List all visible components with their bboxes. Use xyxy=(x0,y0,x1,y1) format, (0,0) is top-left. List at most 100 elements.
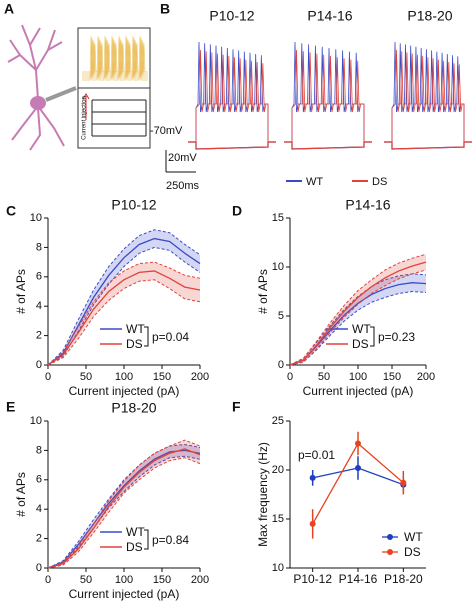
error-edge xyxy=(47,261,201,366)
point xyxy=(400,479,407,486)
y-tick-label: 15 xyxy=(272,513,284,525)
error-edge xyxy=(289,273,427,366)
point xyxy=(355,440,361,447)
panel-label: A xyxy=(4,1,14,17)
step-injection xyxy=(82,93,147,137)
y-tick-label: 6 xyxy=(36,271,42,283)
trace-title: P14-16 xyxy=(307,8,352,24)
x-tick-label: 200 xyxy=(417,371,435,383)
dendrite xyxy=(11,105,65,151)
panel-label: E xyxy=(6,399,15,415)
error-edge xyxy=(47,279,201,366)
mean-line xyxy=(47,448,201,569)
y-tick-label: 4 xyxy=(36,503,42,515)
scale-voltage: 20mV xyxy=(168,152,197,164)
legend-label: WT xyxy=(126,322,145,336)
x-tick-label: 50 xyxy=(80,574,92,586)
legend-label: WT xyxy=(306,176,323,188)
trace xyxy=(284,49,372,143)
scale-time: 250ms xyxy=(166,180,200,192)
x-tick-label: P10-12 xyxy=(293,572,332,586)
y-tick-label: 15 xyxy=(272,212,284,224)
legend-label: WT xyxy=(126,525,145,539)
x-tick-label: 150 xyxy=(153,574,171,586)
error-edge xyxy=(47,455,201,569)
voltage-traces xyxy=(188,41,472,150)
x-tick-label: 0 xyxy=(45,574,51,586)
y-tick-label: 0 xyxy=(278,359,284,371)
inset-trace xyxy=(82,43,148,73)
panel-label: C xyxy=(6,203,16,219)
y-axis-label: Max frequency (Hz) xyxy=(256,442,270,547)
legend-label: DS xyxy=(126,540,143,554)
chart-title: P14-16 xyxy=(345,197,390,213)
inset-traces xyxy=(82,35,148,81)
annotation: p=0.84 xyxy=(152,533,189,547)
injection-label: Current injection xyxy=(82,96,88,140)
error-band xyxy=(48,262,200,365)
x-tick-label: 100 xyxy=(115,371,133,383)
annotation: p=0.23 xyxy=(378,330,415,344)
x-tick-label: 150 xyxy=(153,371,171,383)
legend-label: WT xyxy=(352,322,371,336)
y-axis-label: # of APs xyxy=(14,269,28,314)
resting-label: -70mV xyxy=(150,125,183,137)
x-tick-label: 0 xyxy=(287,371,293,383)
x-tick-label: P18-20 xyxy=(384,572,423,586)
x-tick-label: 0 xyxy=(45,371,51,383)
legend-label: DS xyxy=(126,337,143,351)
legend-marker xyxy=(387,534,393,540)
x-tick-label: P14-16 xyxy=(339,572,378,586)
error-band xyxy=(48,444,200,568)
x-tick-label: 150 xyxy=(383,371,401,383)
error-edge xyxy=(47,439,201,569)
y-tick-label: 5 xyxy=(278,310,284,322)
point xyxy=(309,520,316,527)
error-band xyxy=(290,254,426,365)
chart-title: P10-12 xyxy=(111,197,156,213)
y-tick-label: 4 xyxy=(36,300,42,312)
legend-label: DS xyxy=(372,176,387,188)
x-axis-label: Current injected (pA) xyxy=(69,587,180,601)
legend-marker xyxy=(387,549,393,555)
y-tick-label: 20 xyxy=(272,464,284,476)
error-band xyxy=(48,440,200,568)
panel-label: D xyxy=(232,203,242,219)
y-tick-label: 25 xyxy=(272,415,284,427)
x-tick-label: 200 xyxy=(191,574,209,586)
x-tick-label: 50 xyxy=(318,371,330,383)
annotation: p=0.01 xyxy=(298,448,335,462)
legend-label: DS xyxy=(404,545,421,559)
point xyxy=(355,465,361,472)
y-tick-label: 10 xyxy=(272,562,284,574)
error-edge xyxy=(289,253,427,366)
y-tick-label: 10 xyxy=(30,212,42,224)
soma xyxy=(30,96,46,110)
y-tick-label: 6 xyxy=(36,474,42,486)
y-tick-label: 8 xyxy=(36,241,42,253)
trace xyxy=(188,49,276,143)
mean-line xyxy=(47,449,201,569)
x-tick-label: 100 xyxy=(349,371,367,383)
trace xyxy=(284,141,372,150)
y-tick-label: 8 xyxy=(36,444,42,456)
annotation: p=0.04 xyxy=(152,330,189,344)
chart-title: P18-20 xyxy=(111,400,156,416)
x-tick-label: 200 xyxy=(191,371,209,383)
trace xyxy=(384,141,472,150)
bracket xyxy=(144,326,149,347)
dendrite xyxy=(7,24,63,101)
trace-title: P10-12 xyxy=(209,8,254,24)
neuron-illustration xyxy=(7,24,77,151)
y-tick-label: 10 xyxy=(30,415,42,427)
pipette xyxy=(45,86,77,102)
trace-title: P18-20 xyxy=(407,8,452,24)
bracket xyxy=(370,326,375,347)
y-tick-label: 10 xyxy=(272,261,284,273)
y-tick-label: 2 xyxy=(36,533,42,545)
error-edge xyxy=(289,269,427,366)
panel-label: F xyxy=(232,399,241,415)
point xyxy=(309,474,316,481)
y-tick-label: 0 xyxy=(36,359,42,371)
